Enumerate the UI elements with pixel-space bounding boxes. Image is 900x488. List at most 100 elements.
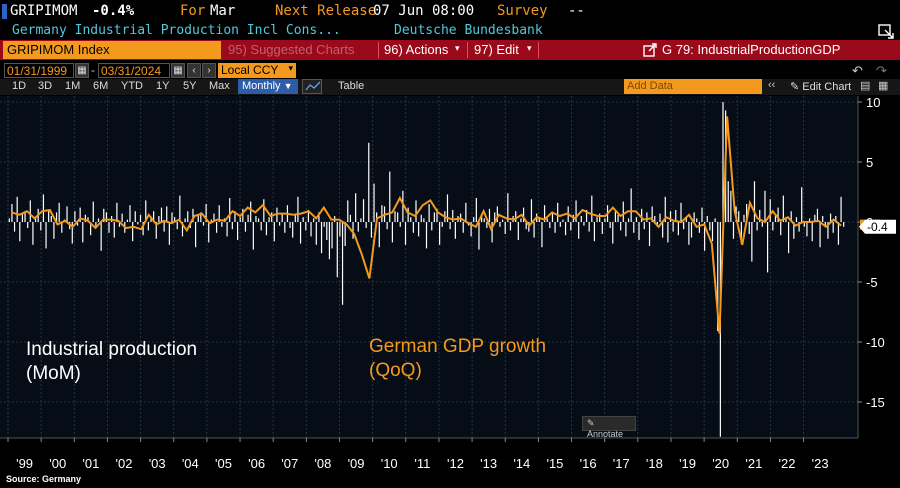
expand-icon[interactable] <box>877 23 895 39</box>
chart-plot: 1050-5-10-15 '99'00'01'02'03'04'05'06'07… <box>0 96 900 474</box>
survey-label: Survey <box>497 3 548 19</box>
security-header: GRIPIMOM -0.4% For Mar Next Release 07 J… <box>0 0 900 22</box>
x-tick-label: '02 <box>116 456 133 471</box>
description-line: Germany Industrial Production Incl Cons.… <box>0 22 900 39</box>
production-last-value: -0.4 <box>867 220 888 234</box>
survey-value: -- <box>568 3 585 19</box>
back-arrow-icon[interactable]: ‹ <box>187 63 201 78</box>
dropdown-icon: ▼ <box>283 81 293 91</box>
x-tick-label: '13 <box>480 456 497 471</box>
x-tick-label: '19 <box>679 456 696 471</box>
annotate-button[interactable]: ✎ Annotate <box>582 416 636 439</box>
production-last-tag <box>859 219 896 234</box>
y-tick-label: -10 <box>866 335 885 350</box>
pencil-icon: ✎ <box>587 418 595 428</box>
divider <box>378 42 379 58</box>
x-tick-label: '99 <box>16 456 33 471</box>
action-bar: GRIPIMOM Index 95) Suggested Charts 96) … <box>0 40 900 60</box>
for-label: For <box>180 3 206 19</box>
suggested-charts-button[interactable]: 95) Suggested Charts <box>228 42 355 57</box>
gdp-label-line2: (QoQ) <box>369 360 422 381</box>
production-label: Industrial production (MoM) <box>26 338 197 386</box>
x-tick-label: '03 <box>149 456 166 471</box>
actions-menu[interactable]: 96) Actions <box>384 42 449 57</box>
y-tick-label: 10 <box>866 96 880 110</box>
last-value-tags: 0.2-0.4 <box>859 219 896 234</box>
period-6m[interactable]: 6M <box>93 80 109 92</box>
x-tick-label: '12 <box>447 456 464 471</box>
production-label-line1: Industrial production <box>26 339 198 360</box>
redo-icon[interactable]: ↷ <box>876 63 887 78</box>
gdp-label-line1: German GDP growth <box>369 336 547 357</box>
currency-select[interactable]: Local CCY ▾ <box>218 63 296 78</box>
next-release-label: Next Release <box>275 3 377 19</box>
forward-arrow-icon[interactable]: › <box>202 63 216 78</box>
next-release-value: 07 Jun 08:00 <box>373 3 475 19</box>
for-value: Mar <box>210 3 236 19</box>
x-tick-label: '16 <box>580 456 597 471</box>
line-chart-icon[interactable] <box>302 79 322 94</box>
period-1m[interactable]: 1M <box>65 80 81 92</box>
pencil-icon: ✎ <box>790 81 800 93</box>
edit-chart-button[interactable]: ✎ Edit Chart <box>790 81 852 93</box>
gdp-line <box>11 116 842 334</box>
x-tick-label: '07 <box>281 456 298 471</box>
collapse-icon[interactable]: ‹‹ <box>768 79 776 91</box>
period-3d[interactable]: 3D <box>38 80 53 92</box>
edit-menu[interactable]: 97) Edit <box>474 42 519 57</box>
production-label-line2: (MoM) <box>26 363 81 384</box>
x-tick-label: '18 <box>646 456 663 471</box>
x-tick-label: '15 <box>546 456 563 471</box>
chart-title: G 79: IndustrialProductionGDP <box>662 42 841 57</box>
source-agency: Deutsche Bundesbank <box>394 23 543 38</box>
chart-grid <box>0 96 858 438</box>
gdp-label: German GDP growth (QoQ) <box>369 335 546 383</box>
y-tick-label: -15 <box>866 395 885 410</box>
security-marker <box>2 4 7 19</box>
add-data-input[interactable]: Add Data <box>624 79 762 94</box>
grid-icon[interactable]: ▦ <box>878 80 889 92</box>
dropdown-icon: ▾ <box>288 63 293 73</box>
calendar-icon[interactable]: ▦ <box>171 63 185 78</box>
x-tick-label: '11 <box>414 456 430 471</box>
x-tick-label: '05 <box>215 456 232 471</box>
security-field[interactable]: GRIPIMOM Index <box>3 41 221 59</box>
y-tick-label: 5 <box>866 155 873 170</box>
period-5y[interactable]: 5Y <box>183 80 197 92</box>
x-tick-label: '04 <box>182 456 199 471</box>
source-note: Source: Germany <box>6 474 82 484</box>
end-date-input[interactable]: 03/31/2024 <box>98 63 170 78</box>
x-tick-label: '06 <box>248 456 265 471</box>
x-axis: '99 '00 '01 '02 '03 '04 '05 '06 '07 '08 '09 '10 '11 '… <box>0 437 858 471</box>
x-tick-label: '14 <box>513 456 530 471</box>
divider <box>467 42 468 58</box>
launch-icon[interactable] <box>643 43 657 57</box>
x-tick-label: '08 <box>314 456 331 471</box>
period-max[interactable]: Max <box>209 80 230 92</box>
period-ytd[interactable]: YTD <box>121 80 143 92</box>
x-tick-label: '20 <box>712 456 729 471</box>
start-date-input[interactable]: 01/31/1999 <box>4 63 74 78</box>
x-tick-label: '21 <box>745 456 762 471</box>
security-description: Germany Industrial Production Incl Cons.… <box>12 23 341 38</box>
calendar-icon[interactable]: ▦ <box>75 63 89 78</box>
x-tick-label: '23 <box>812 456 829 471</box>
x-tick-label: '22 <box>779 456 796 471</box>
edit-dropdown-icon: ▾ <box>527 43 532 53</box>
date-range-bar: 01/31/1999 ▦ - 03/31/2024 ▦ ‹ › Local CC… <box>0 62 900 79</box>
period-1y[interactable]: 1Y <box>156 80 170 92</box>
chart-settings-icon[interactable]: ▤ <box>860 80 871 92</box>
x-tick-label: '10 <box>381 456 398 471</box>
undo-icon[interactable]: ↶ <box>852 63 863 78</box>
x-tick-label: '01 <box>82 456 99 471</box>
table-button[interactable]: Table <box>338 80 365 92</box>
divider <box>538 42 539 58</box>
x-tick-label: '17 <box>613 456 630 471</box>
period-1d[interactable]: 1D <box>12 80 27 92</box>
last-value: -0.4% <box>92 3 135 19</box>
range-dash: - <box>91 63 95 77</box>
x-tick-label: '00 <box>49 456 66 471</box>
plot-area <box>0 96 858 438</box>
actions-dropdown-icon: ▾ <box>455 43 460 53</box>
frequency-select[interactable]: Monthly ▼ <box>238 79 298 94</box>
